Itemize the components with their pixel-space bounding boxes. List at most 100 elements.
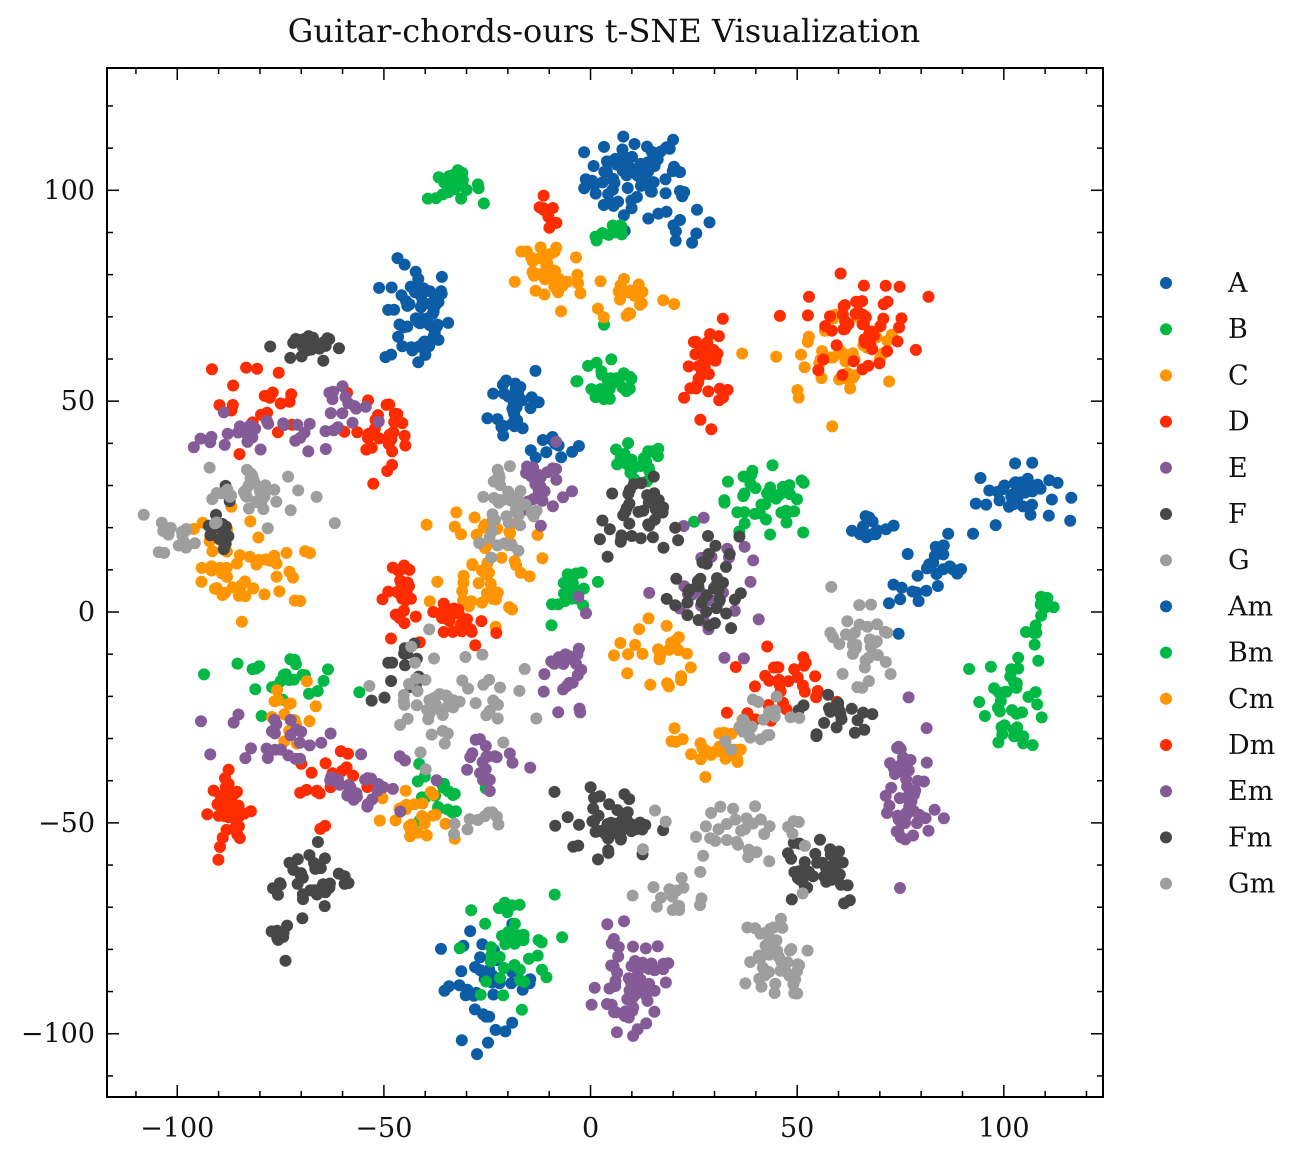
data-point bbox=[455, 965, 468, 978]
data-point bbox=[464, 623, 477, 636]
data-point bbox=[928, 803, 941, 816]
data-point bbox=[280, 546, 293, 559]
data-point bbox=[302, 445, 315, 458]
data-point bbox=[621, 182, 634, 194]
data-point bbox=[555, 305, 567, 318]
data-point bbox=[573, 818, 585, 831]
data-point bbox=[480, 975, 493, 988]
data-point bbox=[570, 375, 583, 388]
data-point bbox=[317, 354, 330, 367]
legend-label: B bbox=[1228, 314, 1248, 345]
data-point bbox=[629, 638, 642, 651]
data-point bbox=[512, 509, 525, 522]
data-point bbox=[469, 733, 482, 746]
data-point bbox=[205, 560, 218, 573]
data-point bbox=[340, 761, 353, 774]
data-point bbox=[674, 185, 686, 197]
data-point bbox=[631, 1023, 644, 1036]
data-point bbox=[973, 696, 986, 708]
data-point bbox=[221, 483, 234, 496]
data-point bbox=[439, 817, 452, 830]
data-point bbox=[608, 649, 620, 662]
data-point bbox=[504, 527, 516, 540]
data-point bbox=[720, 706, 733, 719]
data-point bbox=[1017, 737, 1030, 750]
data-point bbox=[749, 680, 761, 693]
data-point bbox=[879, 656, 892, 668]
legend-label: D bbox=[1228, 407, 1250, 438]
data-point bbox=[488, 492, 501, 504]
data-point bbox=[530, 504, 543, 517]
data-point bbox=[877, 312, 890, 325]
data-point bbox=[897, 751, 909, 764]
data-point bbox=[1031, 698, 1044, 711]
data-point bbox=[627, 940, 639, 953]
legend-marker bbox=[1160, 877, 1172, 890]
data-point bbox=[514, 485, 527, 497]
data-point bbox=[619, 505, 632, 518]
data-point bbox=[469, 639, 482, 652]
data-point bbox=[848, 726, 861, 739]
data-point bbox=[239, 752, 252, 765]
data-point bbox=[615, 824, 628, 836]
data-point bbox=[837, 323, 850, 336]
data-point bbox=[367, 477, 380, 490]
data-point bbox=[894, 593, 907, 606]
data-point bbox=[674, 214, 686, 226]
data-point bbox=[742, 851, 755, 864]
data-point bbox=[998, 719, 1011, 732]
data-point bbox=[866, 708, 879, 721]
data-point bbox=[574, 287, 587, 300]
data-point bbox=[546, 202, 559, 214]
data-point bbox=[930, 568, 943, 580]
legend-label: C bbox=[1228, 360, 1249, 391]
data-point bbox=[180, 541, 193, 554]
data-point bbox=[336, 380, 349, 393]
legend-marker bbox=[1160, 646, 1172, 659]
data-point bbox=[385, 632, 397, 645]
y-tick-label: −100 bbox=[21, 1019, 95, 1050]
data-point bbox=[251, 362, 264, 375]
data-point bbox=[513, 898, 526, 911]
data-point bbox=[274, 397, 287, 410]
data-point bbox=[647, 470, 660, 483]
data-point bbox=[429, 299, 442, 312]
data-point bbox=[401, 712, 414, 725]
data-point bbox=[663, 643, 676, 656]
data-point bbox=[738, 487, 751, 500]
data-point bbox=[420, 518, 433, 531]
data-point bbox=[1043, 474, 1056, 487]
plot-frame bbox=[106, 67, 1104, 1098]
data-point bbox=[963, 663, 976, 675]
data-point bbox=[513, 963, 526, 976]
data-point bbox=[241, 463, 253, 476]
data-point bbox=[626, 974, 639, 987]
data-point bbox=[552, 706, 565, 719]
data-point bbox=[694, 737, 707, 750]
data-point bbox=[738, 517, 751, 530]
data-point bbox=[657, 501, 670, 514]
legend-marker bbox=[1160, 508, 1172, 520]
data-point bbox=[616, 164, 629, 177]
data-point bbox=[243, 550, 256, 563]
data-point bbox=[414, 746, 427, 759]
data-point bbox=[303, 417, 316, 430]
data-point bbox=[881, 807, 893, 819]
data-point bbox=[530, 712, 543, 725]
data-point bbox=[677, 881, 690, 894]
data-point bbox=[347, 769, 360, 782]
data-point bbox=[598, 165, 611, 178]
data-point bbox=[489, 1023, 502, 1036]
data-point bbox=[729, 661, 742, 673]
data-point bbox=[447, 789, 459, 801]
data-point bbox=[482, 1036, 494, 1049]
chart-title: Guitar-chords-ours t-SNE Visualization bbox=[288, 12, 920, 50]
data-point bbox=[235, 615, 248, 628]
data-point bbox=[332, 773, 344, 786]
data-point bbox=[625, 530, 638, 542]
data-point bbox=[281, 919, 294, 932]
data-point bbox=[686, 236, 699, 249]
data-point bbox=[769, 977, 782, 990]
data-point bbox=[1022, 690, 1035, 703]
data-point bbox=[550, 241, 563, 254]
